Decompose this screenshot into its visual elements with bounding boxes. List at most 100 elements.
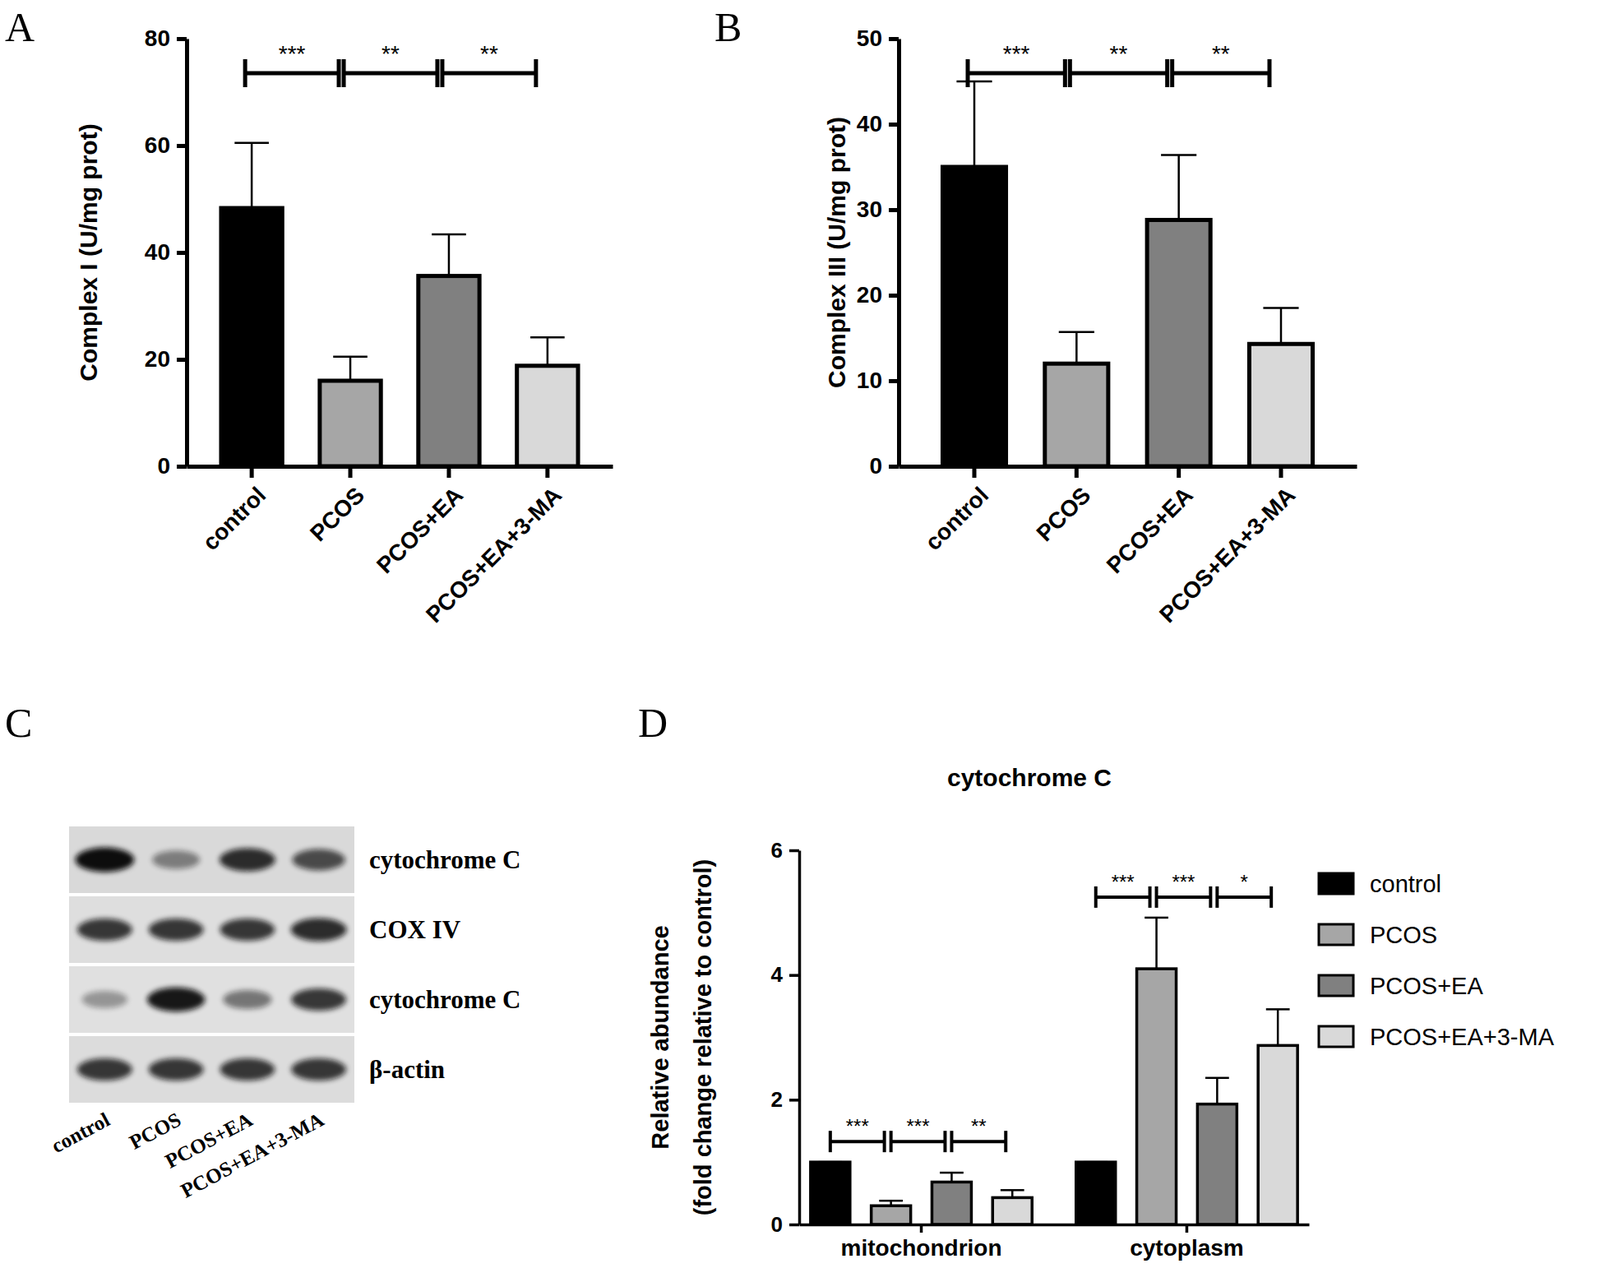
y-tick: 60	[144, 132, 187, 158]
error-cap	[1083, 1160, 1108, 1164]
error-bar	[956, 81, 992, 167]
significance-bracket: ***	[830, 1114, 885, 1152]
y-tick-mark	[789, 1098, 800, 1102]
significance-label: ***	[278, 41, 306, 67]
bracket-line	[1069, 71, 1167, 76]
error-stem	[973, 81, 976, 167]
error-stem	[1011, 1189, 1014, 1198]
panel-letter: B	[714, 4, 742, 51]
panel-letter: C	[4, 699, 33, 746]
y-tick: 50	[856, 25, 899, 51]
x-tick-mark	[249, 466, 255, 478]
error-stem	[1177, 154, 1180, 220]
bracket-cap	[828, 1130, 833, 1152]
error-cap	[234, 142, 269, 145]
bracket-cap	[943, 1130, 947, 1152]
y-tick-mark	[888, 208, 899, 213]
error-cap	[1058, 330, 1095, 333]
bracket-line	[245, 71, 339, 76]
y-tick-label: 0	[771, 1211, 783, 1237]
band	[291, 849, 345, 871]
y-tick-mark	[789, 849, 800, 853]
x-tick-label: PCOS+EA	[371, 481, 468, 579]
y-axis-line	[798, 850, 802, 1226]
significance-label: ***	[1111, 870, 1135, 893]
x-tick-mark	[1074, 466, 1079, 478]
error-cap	[939, 1171, 964, 1175]
y-tick-label: 80	[144, 25, 171, 51]
significance-label: ***	[1171, 870, 1195, 893]
y-tick-mark	[888, 379, 899, 384]
error-stem	[448, 234, 451, 277]
y-tick-label: 6	[771, 837, 783, 863]
x-tick: PCOS+EA	[1101, 466, 1198, 579]
error-bar	[1144, 917, 1169, 969]
significance-bracket: **	[343, 41, 438, 88]
x-tick-label: control	[197, 481, 271, 555]
y-tick: 40	[144, 239, 187, 265]
legend-swatch	[1318, 975, 1354, 996]
error-stem	[546, 337, 550, 366]
bracket-cap	[1094, 886, 1098, 908]
x-tick: PCOS	[305, 466, 370, 546]
y-tick: 2	[771, 1086, 800, 1112]
bracket-cap	[342, 59, 347, 88]
blot-bands	[77, 918, 347, 942]
significance-label: ***	[846, 1114, 870, 1138]
band	[74, 847, 135, 873]
significance-bracket: ***	[891, 1114, 946, 1152]
error-stem	[950, 1172, 953, 1182]
error-stem	[1075, 332, 1078, 364]
band	[219, 918, 275, 941]
blot-panel	[69, 1035, 355, 1103]
blot-row-label: β-actin	[369, 1054, 445, 1084]
legend-swatch	[1318, 1026, 1354, 1047]
y-tick-mark	[176, 36, 187, 42]
y-tick: 20	[856, 282, 899, 308]
x-tick: cytoplasm	[1129, 1224, 1244, 1261]
significance-bracket: **	[442, 41, 537, 88]
y-tick-mark	[789, 973, 800, 977]
y-tick-mark	[176, 143, 187, 148]
y-tick: 0	[157, 453, 187, 479]
bracket-cap	[889, 1130, 893, 1152]
band	[222, 989, 272, 1009]
y-tick-label: 20	[856, 282, 883, 308]
x-tick: PCOS+EA+3-MA	[420, 466, 567, 628]
band	[219, 1058, 275, 1081]
y-tick: 30	[856, 196, 899, 222]
significance-bracket: ***	[967, 41, 1065, 88]
legend-swatch	[1318, 873, 1354, 894]
legend-label: PCOS+EA	[1369, 972, 1484, 999]
blot-bands	[74, 847, 345, 873]
bar	[319, 380, 381, 467]
legend-label: PCOS	[1369, 921, 1438, 948]
bar	[1257, 1045, 1298, 1225]
band	[219, 848, 276, 872]
panel-letter: A	[4, 4, 35, 51]
blot-row-label: cytochrome C	[369, 984, 522, 1014]
band	[147, 987, 206, 1012]
blot-lane-label: control	[47, 1108, 114, 1158]
bracket-cap	[1003, 1130, 1008, 1152]
bracket-line	[967, 71, 1065, 76]
y-tick-mark	[789, 1223, 800, 1227]
band	[291, 1058, 347, 1081]
x-tick: PCOS+EA	[371, 466, 468, 579]
bar	[810, 1161, 851, 1225]
bracket-cap	[243, 59, 248, 88]
significance-label: **	[1109, 41, 1129, 67]
error-cap	[431, 233, 467, 236]
x-axis-line	[899, 464, 1358, 469]
error-cap	[1144, 916, 1169, 920]
y-tick-label: 20	[144, 346, 171, 372]
bar	[1045, 363, 1109, 467]
error-stem	[250, 143, 254, 209]
x-tick-mark	[1176, 466, 1181, 478]
bracket-line	[830, 1139, 885, 1143]
bar	[1248, 343, 1313, 467]
panel-letter: D	[638, 699, 668, 746]
significance-label: **	[971, 1114, 987, 1138]
bar	[418, 276, 480, 467]
x-tick-label: cytoplasm	[1129, 1234, 1244, 1261]
